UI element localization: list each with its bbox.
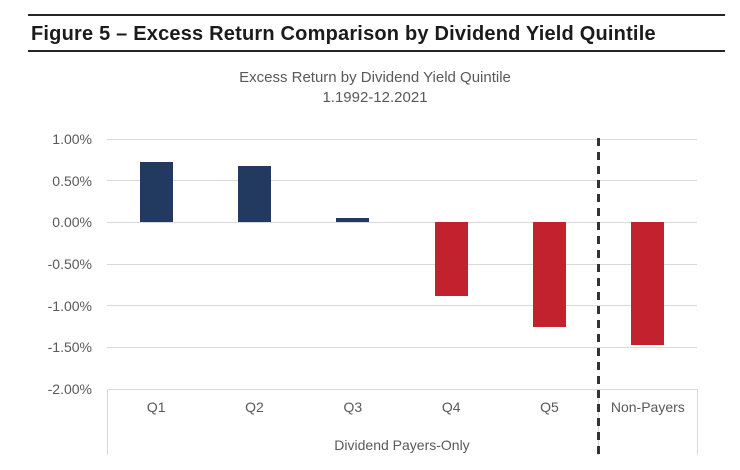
gridline (107, 263, 697, 265)
chart-title-block: Excess Return by Dividend Yield Quintile… (50, 68, 700, 108)
x-category-label: Q5 (540, 399, 559, 415)
bar-q4 (434, 222, 468, 297)
figure-title: Figure 5 – Excess Return Comparison by D… (31, 23, 656, 45)
gridline (107, 305, 697, 307)
x-category-label: Q1 (146, 399, 166, 415)
header-top-rule (28, 14, 725, 16)
bar-q1 (139, 161, 173, 223)
x-category-label: Q4 (441, 399, 461, 415)
x-axis-boundary-line (106, 389, 108, 455)
gridline (107, 221, 697, 223)
x-category-label: Q3 (343, 399, 363, 415)
y-tick-label: -1.50% (47, 339, 92, 356)
y-tick-label: 0.00% (52, 214, 92, 231)
x-category-label: Q2 (245, 399, 264, 415)
y-tick-label: 0.50% (52, 172, 92, 189)
bar-q3 (336, 218, 370, 223)
x-axis-group-label: Dividend Payers-Only (334, 437, 470, 453)
y-tick-label: -2.00% (47, 381, 92, 397)
chart-subtitle: 1.1992-12.2021 (322, 89, 428, 106)
chart-title: Excess Return by Dividend Yield Quintile (239, 69, 511, 86)
y-tick-label: -1.00% (47, 297, 92, 314)
x-category-label: Non-Payers (610, 399, 685, 415)
y-tick-label: -0.50% (47, 256, 92, 272)
bar-q2 (238, 165, 271, 223)
gridline (107, 346, 697, 348)
y-tick-label: 1.00% (52, 131, 92, 147)
bar-q5 (533, 222, 566, 328)
x-axis-boundary-line (696, 389, 698, 455)
bar-non-payers (631, 222, 665, 345)
gridline (107, 180, 697, 182)
header-bottom-rule (28, 50, 725, 52)
payers-nonpayers-separator (597, 138, 601, 455)
gridline (107, 388, 697, 390)
gridline (107, 138, 697, 140)
